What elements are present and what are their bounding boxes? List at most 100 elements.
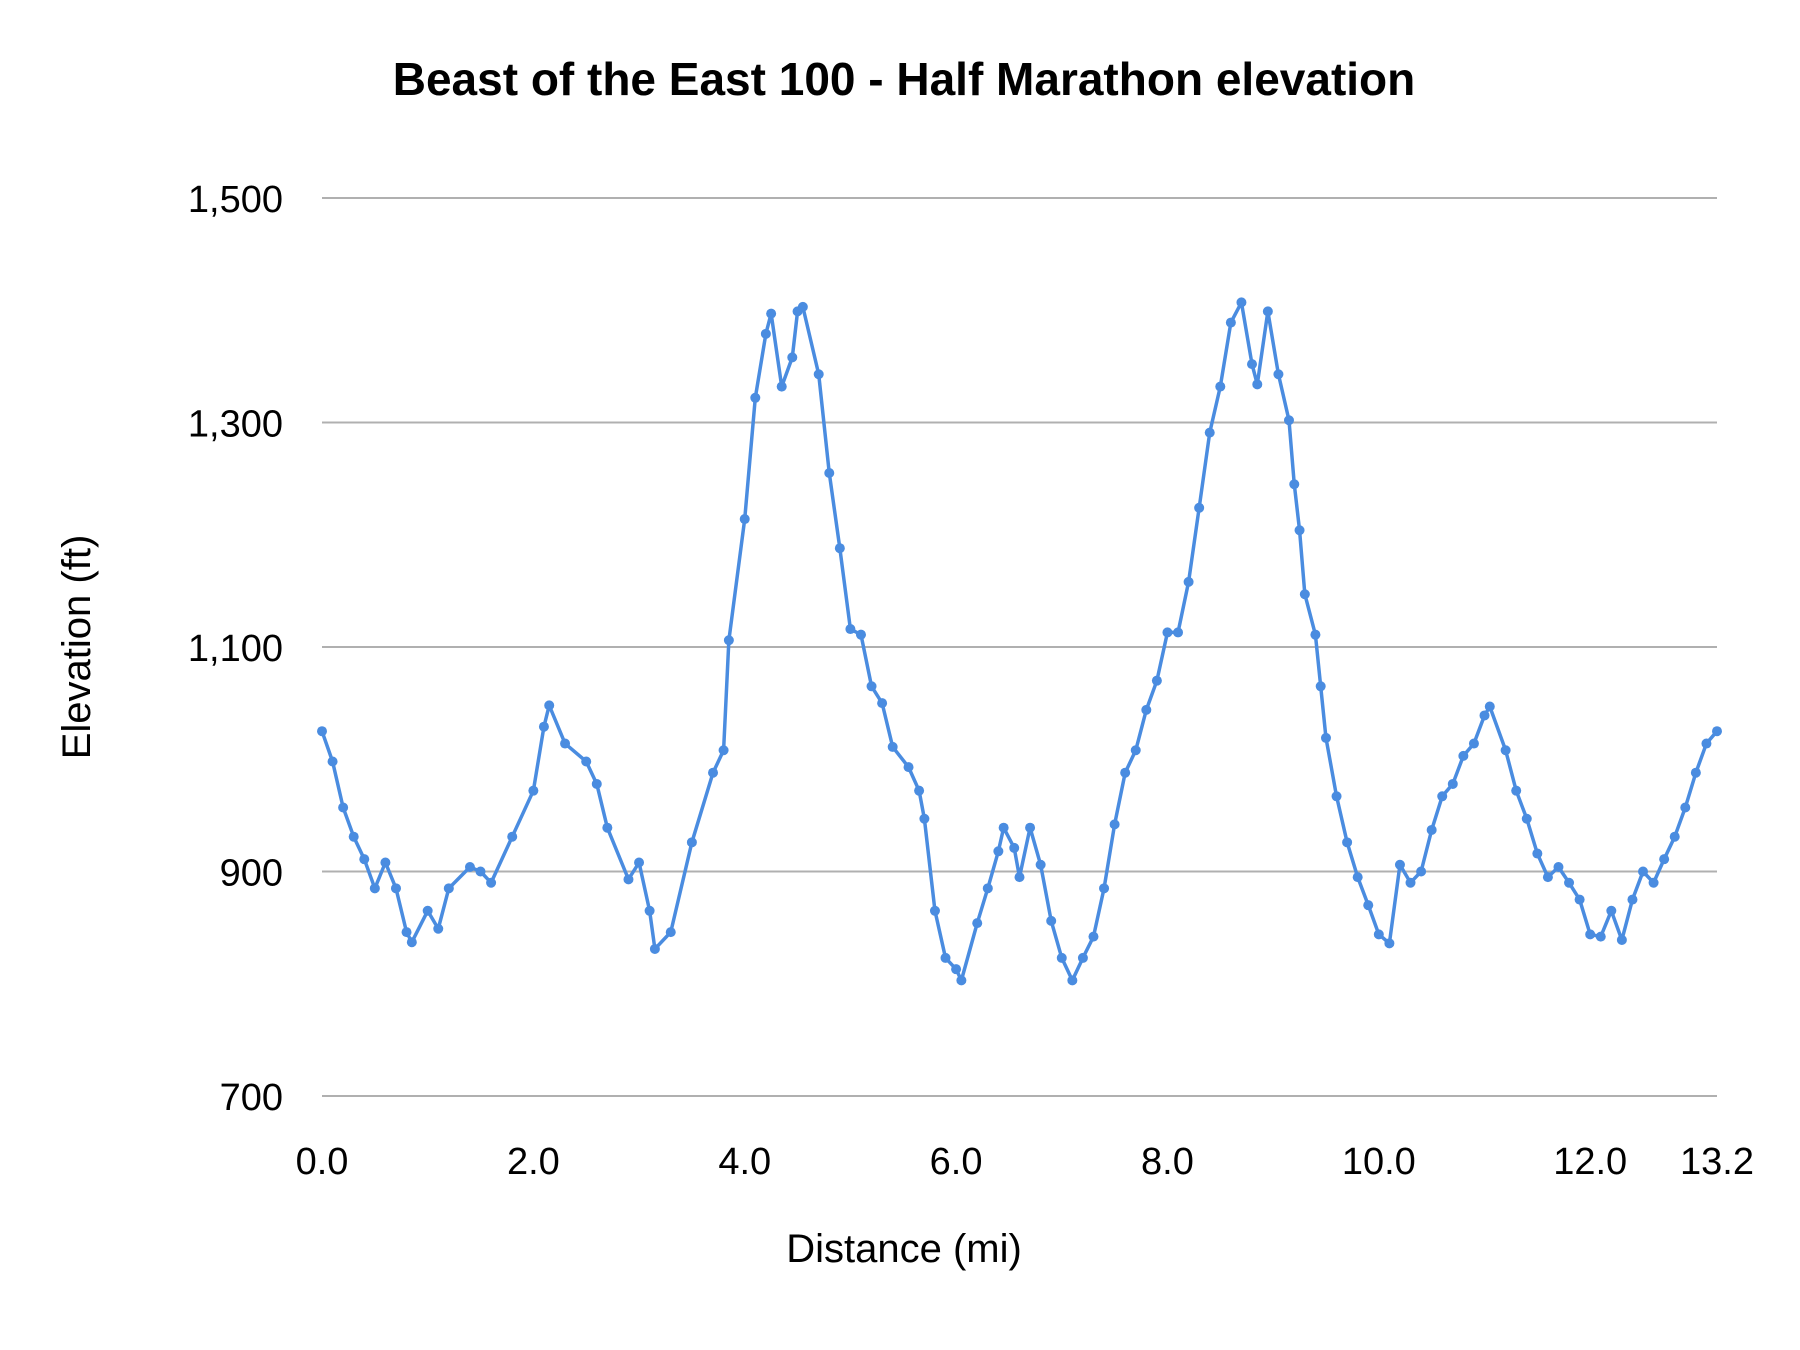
data-point: [919, 813, 930, 824]
data-point: [623, 874, 634, 885]
data-point: [507, 831, 518, 842]
data-point: [1553, 862, 1564, 873]
data-point: [1173, 627, 1184, 638]
data-point: [824, 468, 835, 479]
data-point: [560, 738, 571, 749]
data-point: [348, 831, 359, 842]
data-point: [1447, 778, 1458, 789]
data-point: [956, 975, 967, 986]
data-point: [390, 883, 401, 894]
x-axis-title: Distance (mi): [786, 1227, 1022, 1271]
data-point: [1479, 710, 1490, 721]
data-point: [686, 837, 697, 848]
data-point: [1363, 900, 1374, 911]
data-point: [486, 877, 497, 888]
data-point: [993, 846, 1004, 857]
data-point: [1712, 726, 1722, 737]
data-point: [1701, 738, 1712, 749]
data-point: [1162, 627, 1173, 638]
data-point: [1025, 822, 1036, 833]
data-point: [581, 756, 592, 767]
x-tick-label: 2.0: [507, 1141, 560, 1183]
data-point: [1056, 952, 1067, 963]
data-point: [1109, 819, 1120, 830]
x-tick-label: 13.2: [1680, 1141, 1754, 1183]
data-point: [1511, 785, 1522, 796]
x-tick-label: 8.0: [1141, 1141, 1194, 1183]
data-point: [1141, 704, 1152, 715]
data-point: [760, 328, 771, 339]
data-point: [718, 745, 729, 756]
data-point: [813, 369, 824, 380]
data-point: [1252, 379, 1263, 390]
data-point: [834, 543, 845, 554]
data-point: [602, 822, 613, 833]
data-point: [443, 883, 454, 894]
data-point: [380, 857, 391, 868]
data-point: [1468, 738, 1479, 749]
data-point: [1046, 915, 1057, 926]
data-point: [1690, 767, 1701, 778]
data-point: [464, 862, 475, 873]
data-point: [787, 352, 798, 363]
data-point: [982, 883, 993, 894]
data-point: [665, 927, 676, 938]
data-point: [998, 822, 1009, 833]
data-point: [723, 635, 734, 646]
data-point: [1299, 589, 1310, 600]
data-point: [739, 514, 750, 525]
y-tick-label: 1,300: [188, 404, 283, 446]
data-point: [317, 726, 327, 737]
data-point: [338, 802, 349, 813]
data-point: [1585, 929, 1596, 940]
data-point: [877, 698, 888, 709]
data-point: [359, 854, 370, 865]
data-point: [1320, 732, 1331, 743]
data-point: [797, 301, 808, 312]
data-point: [1574, 894, 1585, 905]
data-point: [1458, 750, 1469, 761]
data-point: [1204, 427, 1215, 438]
data-point: [327, 756, 338, 767]
data-point: [940, 952, 951, 963]
chart-title: Beast of the East 100 - Half Marathon el…: [393, 53, 1416, 105]
data-point: [1289, 479, 1300, 490]
x-tick-label: 6.0: [930, 1141, 983, 1183]
data-point: [972, 918, 983, 929]
data-point: [1484, 701, 1495, 712]
data-point: [1120, 767, 1131, 778]
x-tick-label: 0.0: [296, 1141, 349, 1183]
data-point: [1616, 934, 1627, 945]
data-point: [1294, 525, 1305, 536]
data-point: [1088, 931, 1099, 942]
data-point: [544, 700, 555, 711]
data-point: [1426, 824, 1437, 835]
data-point: [1680, 802, 1691, 813]
data-point: [406, 937, 417, 948]
data-point: [1310, 629, 1321, 640]
data-point: [766, 308, 777, 319]
data-point: [1262, 306, 1273, 317]
data-point: [591, 778, 602, 789]
data-point: [1659, 854, 1670, 865]
data-point: [1283, 415, 1294, 426]
data-point: [1416, 866, 1427, 877]
data-point: [1352, 872, 1363, 883]
data-point: [1542, 872, 1553, 883]
data-point: [1215, 381, 1226, 392]
data-point: [1247, 359, 1257, 370]
data-point: [1225, 317, 1236, 328]
data-point: [401, 927, 412, 938]
data-point: [1564, 877, 1575, 888]
data-point: [866, 681, 877, 692]
data-point: [369, 883, 380, 894]
x-tick-label: 12.0: [1553, 1141, 1627, 1183]
data-point: [649, 943, 660, 954]
data-point: [1183, 576, 1194, 587]
data-point: [1394, 859, 1405, 870]
y-axis-title: Elevation (ft): [55, 535, 99, 760]
data-point: [1315, 681, 1326, 692]
data-point: [855, 629, 866, 640]
y-tick-label: 900: [220, 853, 283, 895]
x-tick-label: 4.0: [718, 1141, 771, 1183]
